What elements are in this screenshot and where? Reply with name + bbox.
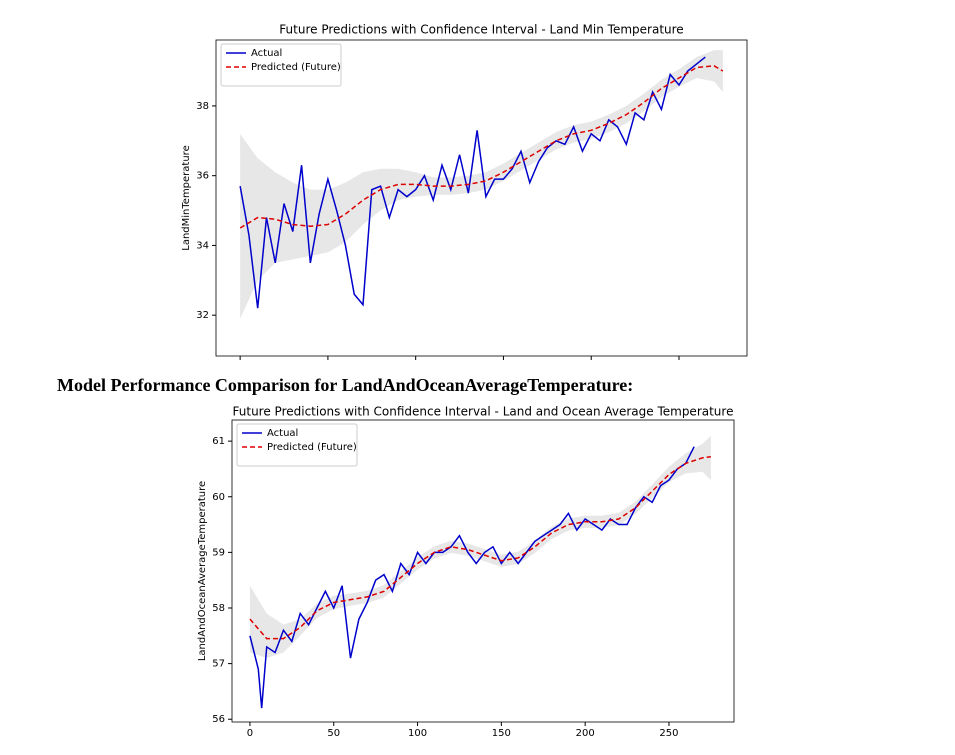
section-heading: Model Performance Comparison for LandAnd… [57, 375, 633, 395]
series-line [239, 56, 706, 309]
y-tick-label: 60 [212, 492, 225, 503]
confidence-band [249, 435, 711, 659]
y-tick-label: 36 [196, 171, 209, 182]
chart-title: Future Predictions with Confidence Inter… [279, 23, 683, 37]
legend-box [220, 43, 342, 87]
y-tick-label: 58 [212, 603, 225, 614]
series-line [249, 446, 695, 709]
y-tick-label: 56 [212, 714, 225, 725]
x-tick-label: 100 [408, 728, 427, 739]
x-tick-label: 0 [247, 728, 253, 739]
legend-label: Actual [251, 48, 282, 59]
x-tick-label: 250 [659, 728, 678, 739]
y-tick-label: 38 [196, 101, 209, 112]
x-tick-label: 150 [492, 728, 511, 739]
plot-frame [215, 39, 748, 357]
legend-label: Predicted (Future) [267, 442, 357, 453]
y-tick-label: 59 [212, 547, 225, 558]
legend-box [236, 423, 358, 467]
x-tick-label: 200 [576, 728, 595, 739]
series-line [249, 455, 711, 640]
legend-label: Predicted (Future) [251, 62, 341, 73]
x-tick-label: 50 [327, 728, 340, 739]
chart-title: Future Predictions with Confidence Inter… [233, 405, 734, 419]
plot-frame [231, 419, 735, 723]
y-tick-label: 57 [212, 659, 225, 670]
y-tick-label: 34 [196, 240, 209, 251]
y-axis-label: LandAndOceanAverageTemperature [197, 481, 208, 661]
legend-label: Actual [267, 428, 298, 439]
y-tick-label: 32 [196, 310, 209, 321]
y-axis-label: LandMinTemperature [181, 145, 192, 250]
confidence-band [240, 50, 723, 319]
y-tick-label: 61 [212, 436, 225, 447]
